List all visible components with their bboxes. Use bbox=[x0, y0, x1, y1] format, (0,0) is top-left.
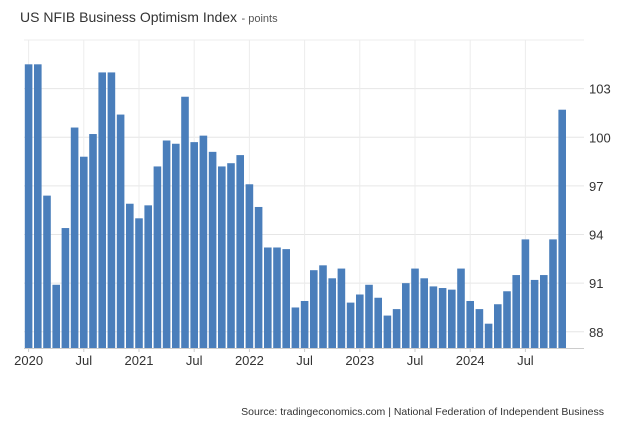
bar bbox=[484, 323, 493, 348]
bar bbox=[153, 166, 162, 348]
bar bbox=[245, 184, 254, 348]
bar bbox=[89, 134, 97, 348]
bar bbox=[420, 278, 428, 348]
bar bbox=[190, 142, 198, 348]
bar bbox=[402, 283, 410, 348]
source-note: Source: tradingeconomics.com | National … bbox=[241, 406, 604, 418]
bar bbox=[218, 166, 226, 348]
bar bbox=[126, 203, 134, 348]
bar bbox=[310, 270, 318, 348]
bar bbox=[383, 315, 392, 348]
bar bbox=[503, 291, 511, 348]
bar bbox=[264, 247, 272, 348]
x-tick-label: 2022 bbox=[235, 353, 264, 368]
bar bbox=[300, 300, 309, 348]
bar bbox=[356, 294, 364, 348]
bar bbox=[558, 109, 566, 348]
x-tick-label: 2023 bbox=[345, 353, 374, 368]
y-tick-label: 91 bbox=[589, 276, 603, 291]
bar bbox=[328, 278, 336, 348]
x-tick-label: 2021 bbox=[125, 353, 154, 368]
y-tick-label: 94 bbox=[589, 228, 603, 243]
bar bbox=[227, 163, 235, 348]
bar bbox=[549, 239, 557, 348]
y-tick-label: 100 bbox=[589, 130, 611, 145]
bar bbox=[254, 206, 263, 348]
bar bbox=[448, 289, 456, 348]
bar bbox=[181, 96, 189, 348]
bar bbox=[172, 143, 180, 348]
bar bbox=[98, 72, 106, 348]
bar bbox=[438, 288, 447, 348]
bar bbox=[52, 284, 60, 348]
x-tick-label: Jul bbox=[517, 353, 534, 368]
title-line: US NFIB Business Optimism Index - points bbox=[20, 9, 278, 27]
bar bbox=[162, 140, 171, 348]
bar bbox=[291, 307, 300, 348]
x-tick-label: 2020 bbox=[14, 353, 43, 368]
bar bbox=[392, 309, 401, 348]
bar bbox=[24, 64, 33, 348]
bar bbox=[337, 268, 346, 348]
bar bbox=[199, 135, 208, 348]
bar bbox=[61, 228, 70, 348]
bar bbox=[521, 239, 530, 348]
bar bbox=[208, 151, 217, 348]
x-tick-label: Jul bbox=[75, 353, 92, 368]
bar bbox=[429, 286, 438, 348]
bar bbox=[411, 268, 419, 348]
bar bbox=[116, 114, 125, 348]
bar bbox=[107, 72, 116, 348]
bar bbox=[374, 297, 382, 348]
bar bbox=[540, 275, 548, 348]
x-tick-label: Jul bbox=[296, 353, 313, 368]
bar bbox=[43, 195, 51, 348]
y-tick-label: 97 bbox=[589, 179, 603, 194]
bar bbox=[466, 300, 474, 348]
x-tick-label: Jul bbox=[186, 353, 203, 368]
bars bbox=[24, 64, 566, 349]
bar bbox=[70, 127, 79, 349]
bar bbox=[512, 275, 520, 348]
bar bbox=[135, 218, 143, 348]
bar bbox=[346, 302, 355, 348]
bar bbox=[530, 279, 539, 348]
bar bbox=[236, 155, 244, 348]
bar bbox=[273, 247, 281, 348]
chart-subtitle: - points bbox=[241, 13, 278, 25]
bar bbox=[457, 268, 465, 348]
y-tick-label: 103 bbox=[589, 82, 611, 97]
y-tick-label: 88 bbox=[589, 325, 603, 340]
x-tick-label: 2024 bbox=[456, 353, 485, 368]
bar bbox=[282, 249, 290, 348]
axes: 88 91 94 97 100 103 2020 Jul 2021 Jul 2022 Jul 2023 J… bbox=[14, 82, 611, 368]
chart-title: US NFIB Business Optimism Index bbox=[20, 9, 238, 25]
bar bbox=[319, 265, 327, 348]
bar bbox=[80, 156, 88, 348]
bar bbox=[475, 309, 484, 348]
bar bbox=[494, 304, 502, 348]
bar bbox=[365, 284, 373, 348]
bar bbox=[34, 64, 42, 348]
x-tick-label: Jul bbox=[407, 353, 424, 368]
bar bbox=[144, 205, 152, 348]
